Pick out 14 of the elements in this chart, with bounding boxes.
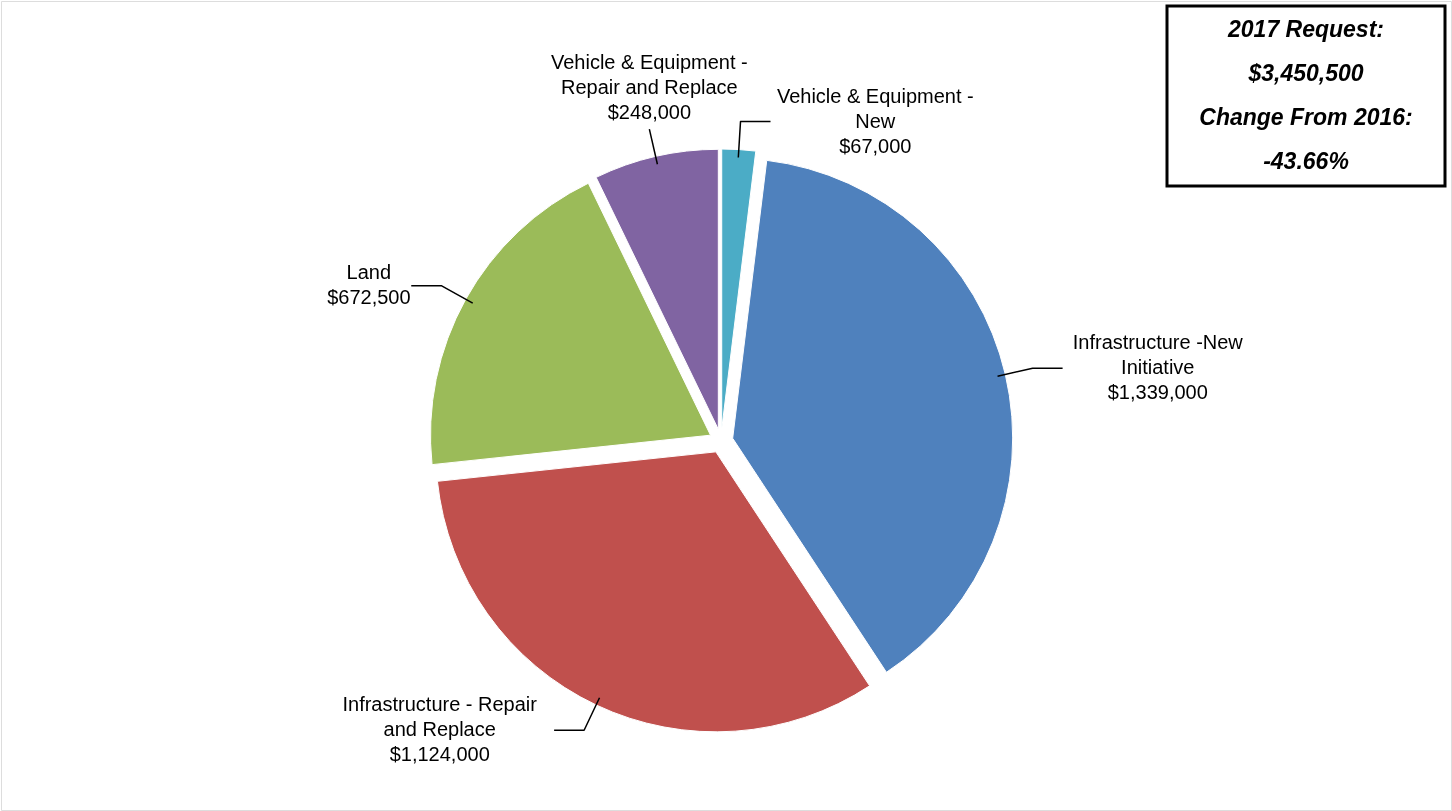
data-label: $1,124,000 xyxy=(389,743,490,766)
slice-label: Vehicle & Equipment - New xyxy=(776,84,974,132)
text: Change From 2016: xyxy=(1199,104,1413,130)
data-label: $672,500 xyxy=(327,286,411,309)
data-label: $1,339,000 xyxy=(1107,381,1208,404)
slice-label: Infrastructure -New Initiative xyxy=(1072,331,1244,379)
data-label: $67,000 xyxy=(839,134,912,157)
text: 2017 Request: xyxy=(1227,16,1384,42)
slice-label: Vehicle & Equipment - Repair and Replace xyxy=(550,51,748,99)
slice-label: Land xyxy=(346,261,392,284)
slice-label: Infrastructure - Repair and Replace xyxy=(342,693,538,741)
data-label: $248,000 xyxy=(607,101,692,124)
text: $3,450,500 xyxy=(1247,60,1364,86)
text: -43.66% xyxy=(1263,148,1349,174)
